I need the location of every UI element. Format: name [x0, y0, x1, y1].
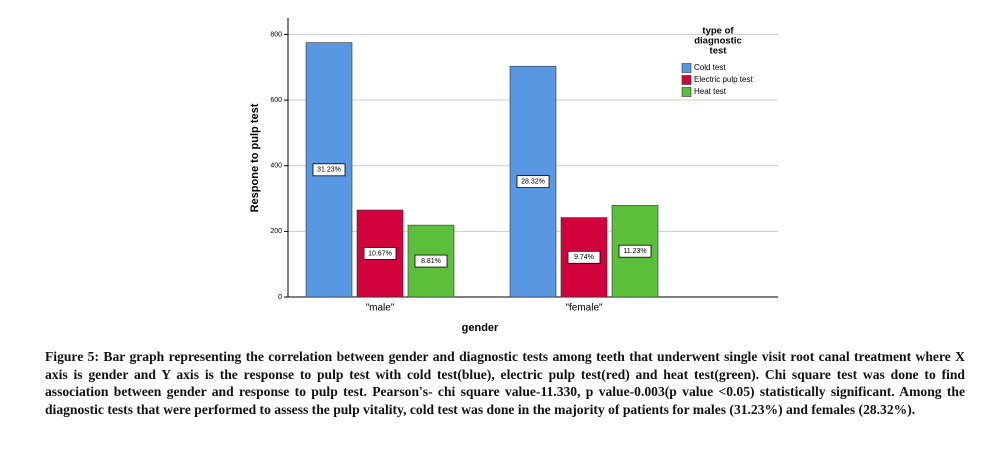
y-tick-label: 400	[270, 163, 282, 170]
data-label: 10.67%	[368, 250, 392, 257]
data-label: 9.74%	[574, 254, 594, 261]
legend-title: test	[710, 46, 728, 57]
data-label: 11.23%	[623, 248, 646, 255]
y-tick-label: 600	[270, 97, 282, 104]
data-label-box	[312, 163, 346, 177]
y-tick-label: 800	[270, 31, 282, 38]
data-label: 31.23%	[317, 167, 341, 174]
y-tick-label: 200	[270, 228, 282, 235]
x-tick-label: "male"	[366, 303, 395, 314]
caption: Figure 5: Bar graph representing the cor…	[45, 349, 965, 417]
x-tick-label: "female"	[565, 303, 603, 314]
legend-swatch	[681, 75, 692, 85]
data-label: 28.32%	[521, 178, 545, 185]
y-axis-title: Respone to pulp test	[249, 103, 261, 212]
chart: gender Respone to pulp test 0 200 400 600 80…	[249, 18, 778, 334]
legend-title: type of	[702, 26, 734, 37]
data-label-box	[363, 247, 397, 260]
data-label: 8.81%	[421, 258, 441, 265]
x-axis-title: gender	[462, 322, 499, 334]
legend-label: Cold test	[694, 63, 726, 72]
legend-label: Electric pulp test	[694, 75, 753, 84]
legend-swatch	[681, 63, 692, 73]
data-label-box	[516, 175, 550, 189]
data-label-box	[618, 244, 652, 258]
legend-label: Heat test	[694, 87, 727, 96]
data-label-box	[567, 250, 601, 264]
y-tick-label: 0	[278, 294, 282, 301]
data-label-box	[414, 254, 448, 268]
legend-swatch	[681, 87, 692, 97]
legend-title: diagnostic	[694, 36, 742, 47]
